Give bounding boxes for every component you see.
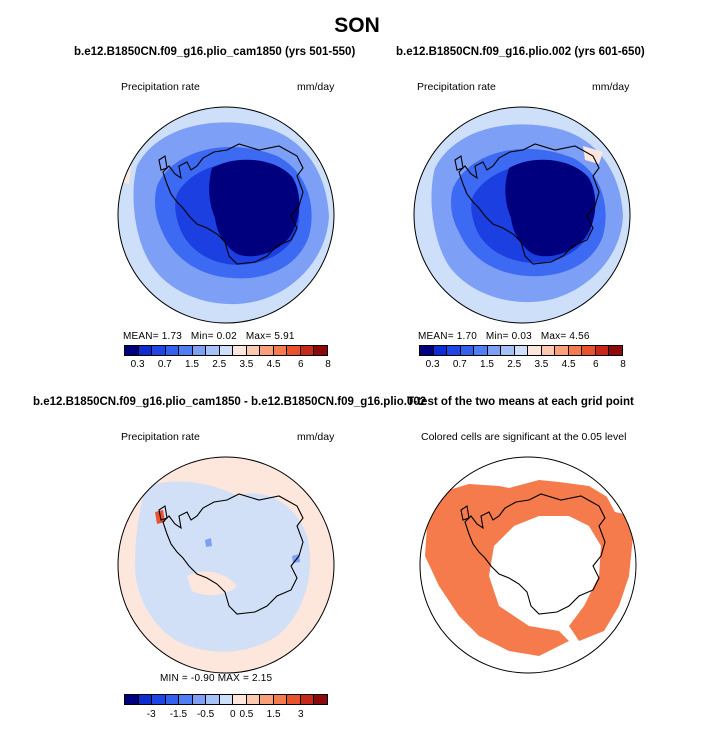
colorbar-swatch <box>541 346 556 355</box>
colorbar-tick-label: 0.5 <box>239 709 254 720</box>
panel1-variable-label: Precipitation rate <box>121 81 200 93</box>
colorbar-swatch <box>165 695 180 704</box>
panel1-colorbar <box>124 345 328 356</box>
panel3-variable-label: Precipitation rate <box>121 431 200 443</box>
colorbar-swatch <box>460 346 475 355</box>
colorbar-tick-label: 3 <box>298 709 304 720</box>
colorbar-tick-label: 1.5 <box>266 709 281 720</box>
colorbar-swatch <box>219 695 234 704</box>
colorbar-swatch <box>179 695 193 704</box>
colorbar-swatch <box>314 346 327 355</box>
colorbar-swatch <box>138 695 153 704</box>
colorbar-swatch <box>165 346 180 355</box>
colorbar-swatch <box>501 346 515 355</box>
colorbar-tick-label: 3.5 <box>239 359 254 370</box>
colorbar-tick-label: 3.5 <box>534 359 549 370</box>
colorbar-tick-label: -1.5 <box>169 709 188 720</box>
colorbar-tick-label: 4.5 <box>266 359 281 370</box>
colorbar-swatch <box>582 346 596 355</box>
colorbar-swatch <box>300 346 315 355</box>
panel3-colorbar-ticks: -3 -1.5 -0.5 0 0.5 1.5 3 <box>124 709 328 721</box>
colorbar-swatch <box>260 346 274 355</box>
panel2-units-label: mm/day <box>592 81 630 93</box>
panel1-colorbar-ticks: 0.3 0.7 1.5 2.5 3.5 4.5 6 8 <box>124 359 331 371</box>
colorbar-tick-label: 0.3 <box>130 359 145 370</box>
colorbar-swatch <box>246 346 261 355</box>
colorbar-tick-label: 1.5 <box>480 359 494 370</box>
panel2-stats: MEAN= 1.70 Min= 0.03 Max= 4.56 <box>418 331 590 342</box>
colorbar-tick-label: 0.7 <box>157 359 172 370</box>
colorbar-tick-label: 0.7 <box>452 359 467 370</box>
colorbar-swatch <box>125 695 139 704</box>
colorbar-swatch <box>595 346 610 355</box>
colorbar-swatch <box>273 346 288 355</box>
panel4-map <box>419 456 637 674</box>
colorbar-swatch <box>287 695 301 704</box>
colorbar-swatch <box>568 346 583 355</box>
panel1-units-label: mm/day <box>297 81 335 93</box>
colorbar-tick-label: 2.5 <box>212 359 227 370</box>
colorbar-swatch <box>206 346 220 355</box>
colorbar-swatch <box>514 346 529 355</box>
colorbar-tick-label: 0.3 <box>425 359 440 370</box>
colorbar-swatch <box>487 346 502 355</box>
panel1-map <box>117 106 335 324</box>
colorbar-swatch <box>314 695 327 704</box>
colorbar-tick-label: 4.5 <box>561 359 576 370</box>
panel4-title: T-test of the two means at each grid poi… <box>407 396 634 408</box>
panel2-variable-label: Precipitation rate <box>417 81 496 93</box>
colorbar-tick-label: 0 <box>230 709 236 720</box>
colorbar-tick-label: 8 <box>325 359 331 370</box>
colorbar-swatch <box>420 346 434 355</box>
colorbar-swatch <box>152 346 166 355</box>
panel3-units-label: mm/day <box>297 431 335 443</box>
colorbar-tick-label: 8 <box>620 359 626 370</box>
panel2-colorbar-ticks: 0.3 0.7 1.5 2.5 3.5 4.5 6 8 <box>419 359 626 371</box>
panel2-map <box>413 106 631 324</box>
colorbar-swatch <box>138 346 153 355</box>
colorbar-swatch <box>447 346 461 355</box>
colorbar-swatch <box>179 346 193 355</box>
colorbar-swatch <box>528 346 542 355</box>
colorbar-tick-label: 6 <box>593 359 599 370</box>
colorbar-swatch <box>219 346 234 355</box>
colorbar-swatch <box>206 695 220 704</box>
colorbar-swatch <box>273 695 288 704</box>
colorbar-swatch <box>192 346 207 355</box>
colorbar-swatch <box>433 346 448 355</box>
panel2-colorbar <box>419 345 623 356</box>
colorbar-swatch <box>125 346 139 355</box>
panel1-title: b.e12.B1850CN.f09_g16.plio_cam1850 (yrs … <box>74 46 356 58</box>
colorbar-swatch <box>555 346 569 355</box>
colorbar-swatch <box>287 346 301 355</box>
colorbar-tick-label: 2.5 <box>507 359 522 370</box>
colorbar-swatch <box>300 695 315 704</box>
colorbar-tick-label: -3 <box>146 709 156 720</box>
colorbar-swatch <box>192 695 207 704</box>
colorbar-swatch <box>233 346 247 355</box>
panel3-stats: MIN = -0.90 MAX = 2.15 <box>160 673 273 684</box>
colorbar-swatch <box>246 695 261 704</box>
colorbar-swatch <box>260 695 274 704</box>
main-title: SON <box>334 14 380 37</box>
colorbar-swatch <box>233 695 247 704</box>
colorbar-swatch <box>152 695 166 704</box>
panel3-map <box>117 456 335 674</box>
colorbar-tick-label: -0.5 <box>196 709 215 720</box>
panel1-stats: MEAN= 1.73 Min= 0.02 Max= 5.91 <box>123 331 295 342</box>
panel3-colorbar <box>124 694 328 705</box>
colorbar-swatch <box>474 346 488 355</box>
panel2-title: b.e12.B1850CN.f09_g16.plio.002 (yrs 601-… <box>396 46 645 58</box>
colorbar-tick-label: 1.5 <box>185 359 199 370</box>
colorbar-swatch <box>609 346 622 355</box>
panel4-subtitle: Colored cells are significant at the 0.0… <box>421 431 627 443</box>
panel3-title: b.e12.B1850CN.f09_g16.plio_cam1850 - b.e… <box>33 396 427 408</box>
colorbar-tick-label: 6 <box>298 359 304 370</box>
